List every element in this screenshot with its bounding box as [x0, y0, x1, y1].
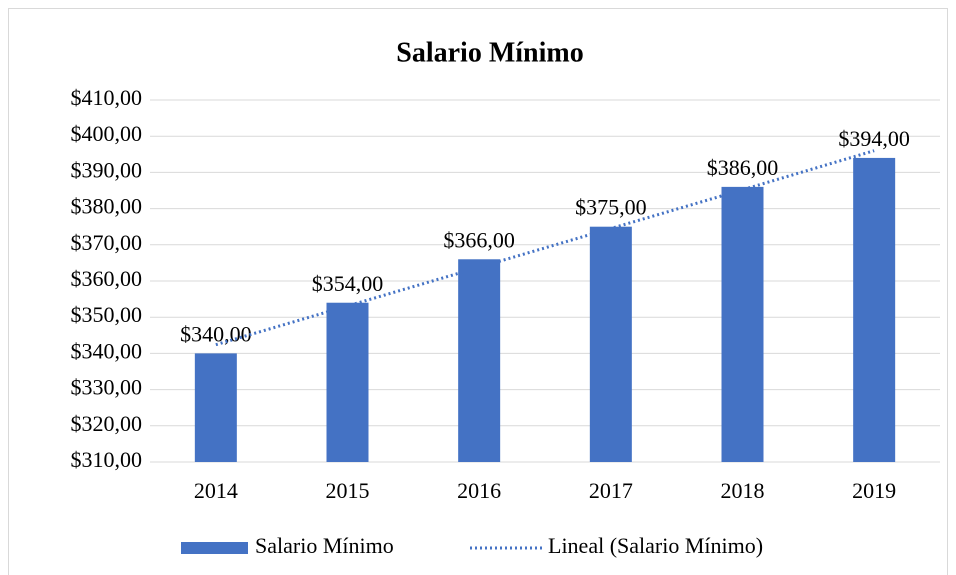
bar — [853, 157, 896, 463]
y-tick-label: $320,00 — [71, 411, 143, 436]
x-tick-label: 2019 — [852, 478, 896, 503]
x-tick-label: 2017 — [589, 478, 633, 503]
y-tick-label: $390,00 — [71, 157, 143, 182]
trendline — [215, 149, 875, 347]
x-tick-label: 2016 — [457, 478, 501, 503]
y-tick-label: $330,00 — [71, 375, 143, 400]
y-tick-label: $360,00 — [71, 266, 143, 291]
data-label: $366,00 — [443, 227, 515, 252]
y-tick-label: $340,00 — [71, 338, 143, 363]
y-tick-label: $380,00 — [71, 194, 143, 219]
data-label: $354,00 — [312, 271, 384, 296]
data-label: $340,00 — [180, 321, 252, 346]
y-tick-label: $350,00 — [71, 302, 143, 327]
y-tick-label: $410,00 — [71, 85, 143, 110]
data-label: $394,00 — [838, 126, 910, 151]
x-tick-label: 2015 — [326, 478, 370, 503]
bar — [721, 186, 764, 462]
data-label: $375,00 — [575, 195, 647, 220]
data-label: $386,00 — [707, 155, 779, 180]
chart-title: Salario Mínimo — [396, 37, 583, 68]
bar — [194, 353, 237, 462]
y-tick-label: $400,00 — [71, 121, 143, 146]
y-tick-label: $310,00 — [71, 447, 143, 472]
y-tick-label: $370,00 — [71, 230, 143, 255]
x-tick-label: 2018 — [721, 478, 765, 503]
bar — [326, 302, 369, 462]
bar — [458, 259, 501, 462]
bar — [589, 226, 632, 462]
legend-label: Salario Mínimo — [255, 533, 394, 558]
legend-label: Lineal (Salario Mínimo) — [548, 533, 763, 558]
x-tick-label: 2014 — [194, 478, 238, 503]
legend-swatch — [181, 542, 248, 554]
